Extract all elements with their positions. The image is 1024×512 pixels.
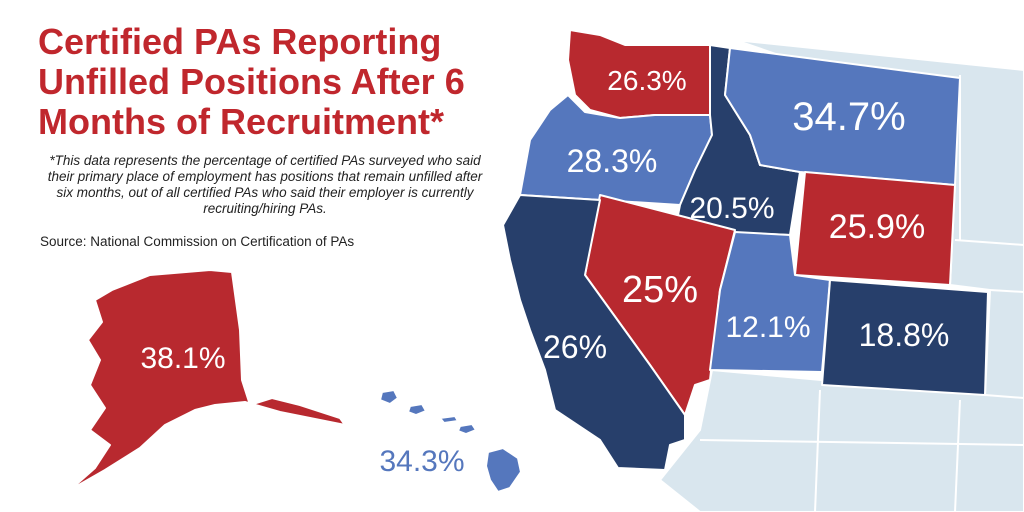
- page-title-line-3: Months of Recruitment*: [38, 101, 445, 142]
- hawaii-value-label: 34.3%: [379, 445, 464, 478]
- state-california: [502, 194, 686, 471]
- state-wyoming: [794, 171, 956, 286]
- idaho-value-label: 20.5%: [689, 192, 774, 225]
- page-title-line-1: Certified PAs Reporting: [38, 21, 442, 62]
- colorado-value-label: 18.8%: [859, 317, 950, 353]
- alaska-value-label: 38.1%: [140, 342, 225, 375]
- state-border-lines: [699, 75, 1024, 512]
- montana-value-label: 34.7%: [792, 95, 905, 139]
- washington-value-label: 26.3%: [607, 65, 686, 96]
- california-value-label: 26%: [543, 329, 607, 365]
- state-montana: [724, 47, 961, 186]
- data-footnote: *This data represents the percentage of …: [47, 153, 483, 216]
- state-hawaii: [379, 389, 522, 493]
- utah-value-label: 12.1%: [725, 311, 810, 344]
- wyoming-value-label: 25.9%: [829, 208, 925, 246]
- state-colorado: [821, 279, 989, 396]
- nevada-value-label: 25%: [622, 269, 698, 311]
- state-alaska: [69, 269, 346, 491]
- page-title-line-2: Unfilled Positions After 6: [38, 61, 465, 102]
- oregon-value-label: 28.3%: [567, 143, 658, 179]
- source-citation: Source: National Commission on Certifica…: [40, 234, 355, 249]
